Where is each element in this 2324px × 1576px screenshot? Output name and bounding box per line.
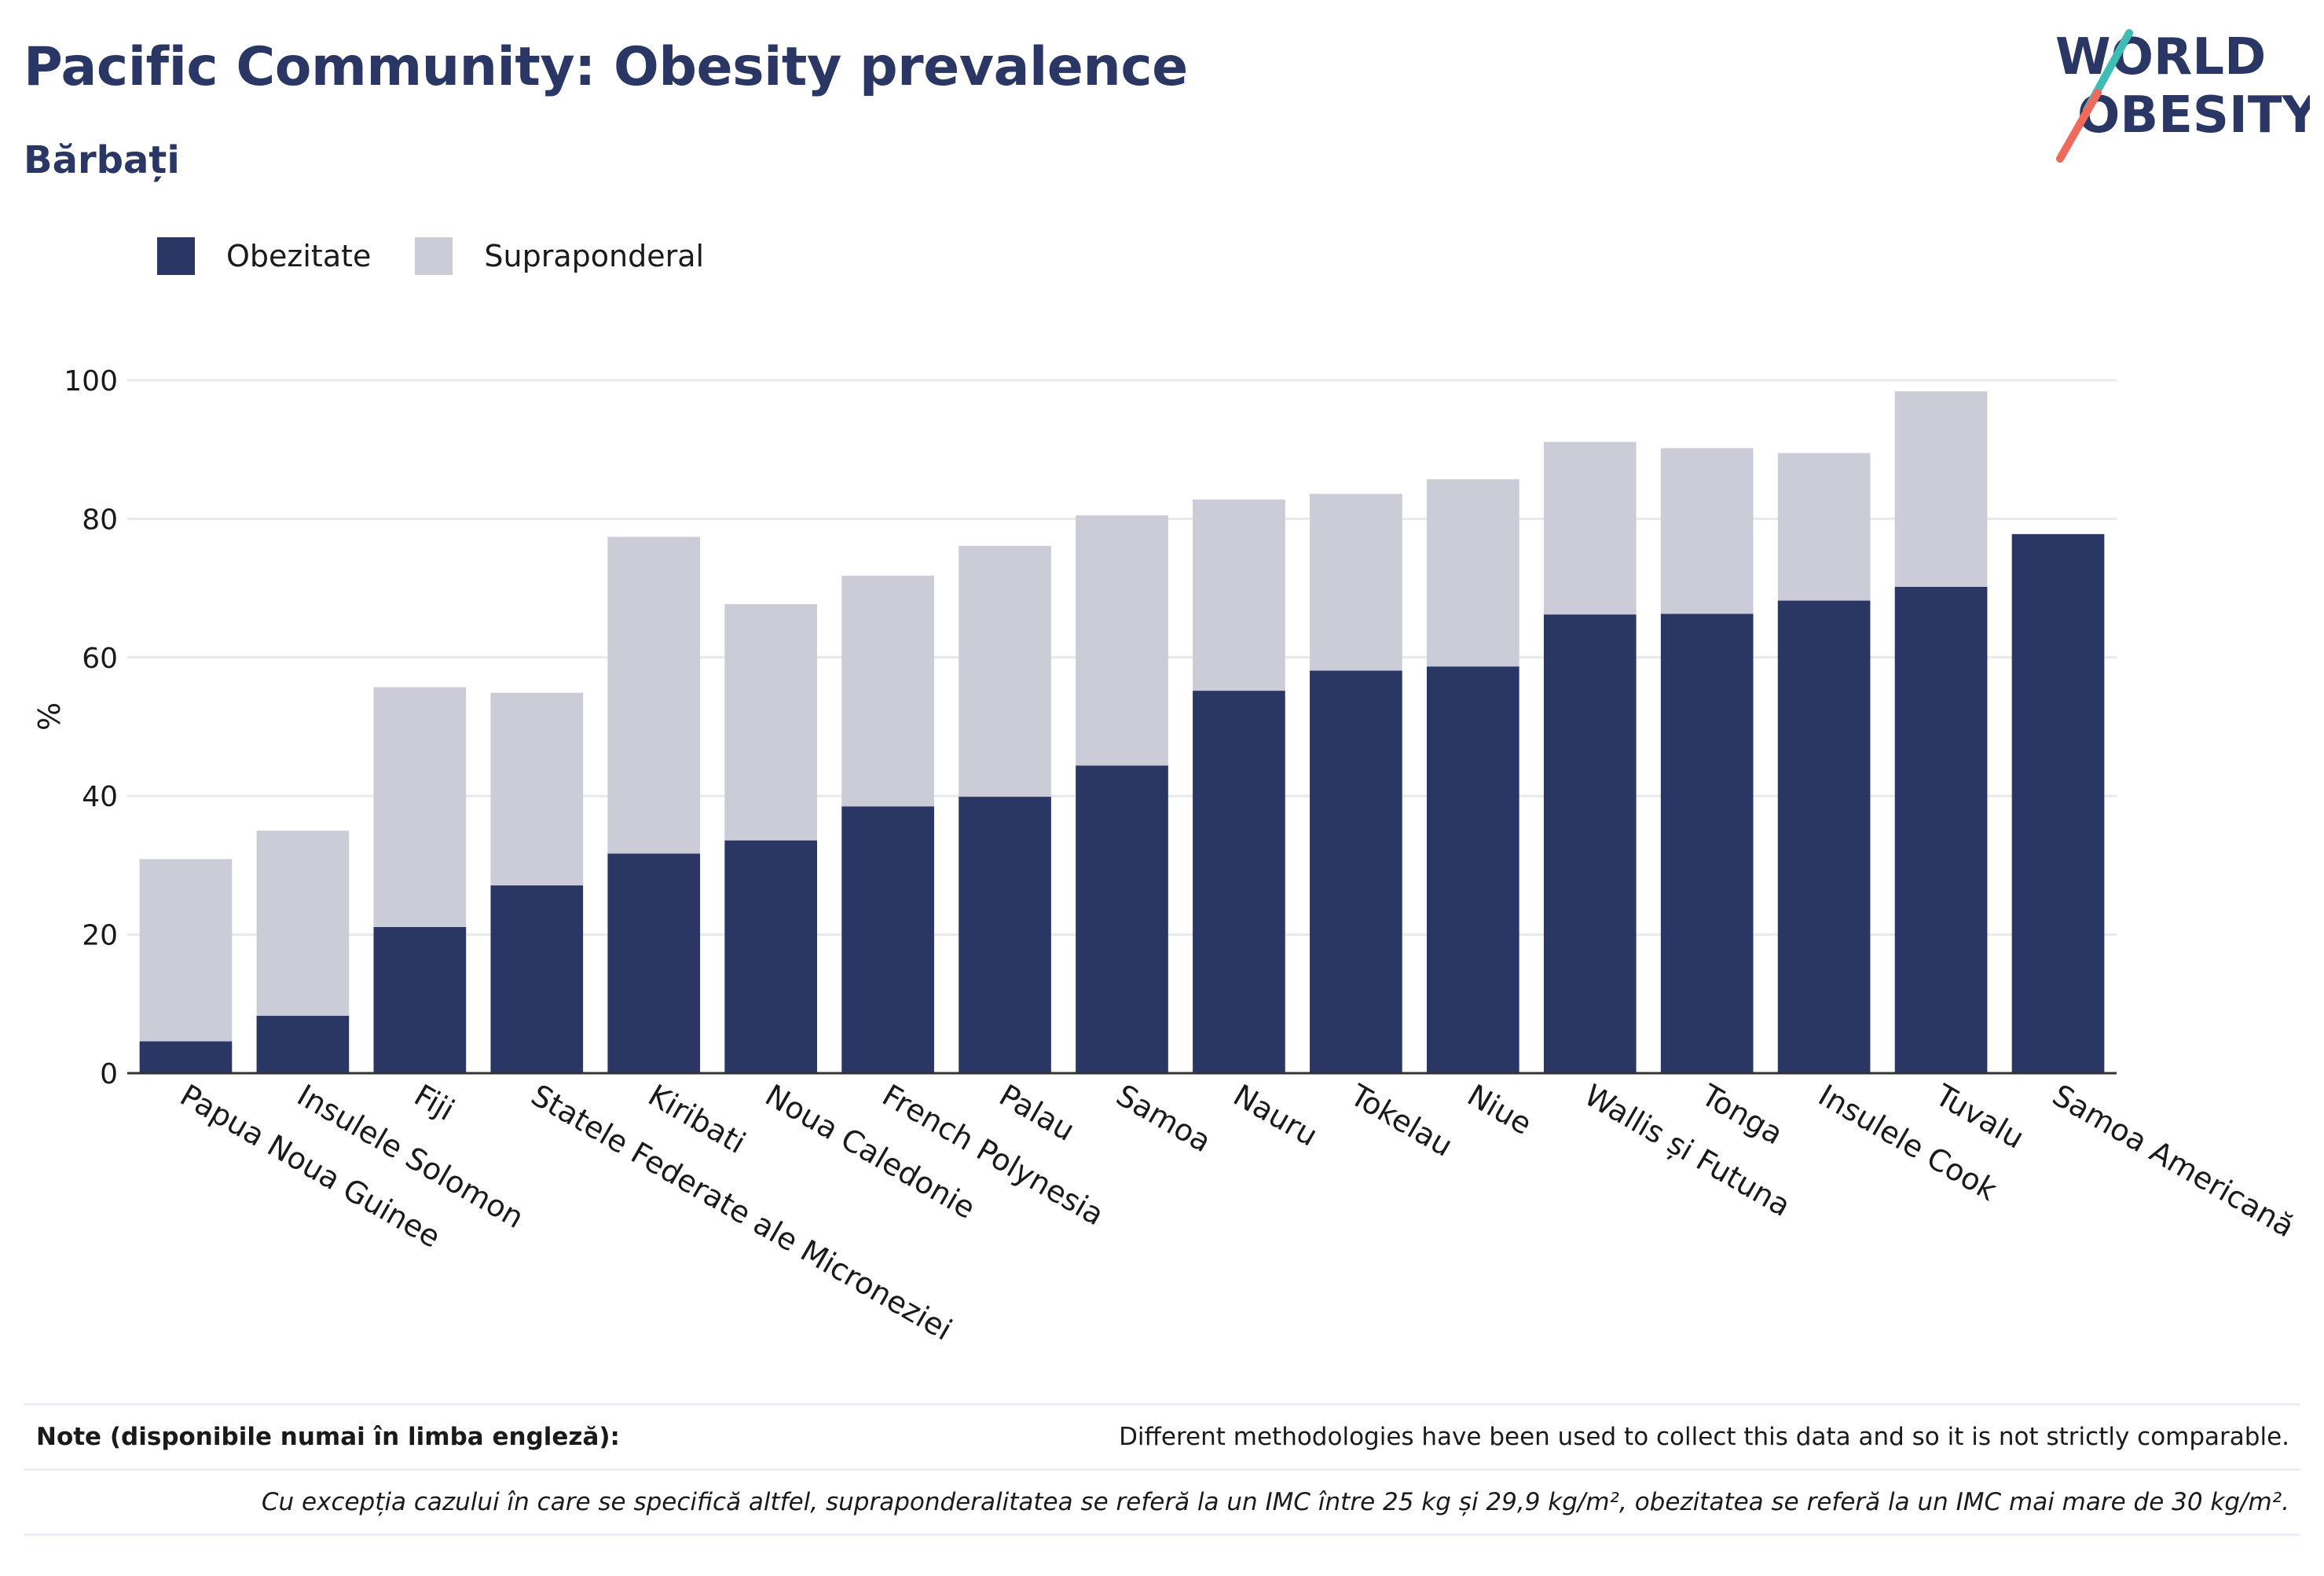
bars xyxy=(139,391,2105,1073)
legend-label-obezitate: Obezitate xyxy=(226,239,372,273)
x-tick-label: Niue xyxy=(1461,1078,1538,1142)
bar-obezitate xyxy=(1193,691,1285,1073)
bar-obezitate xyxy=(256,1015,350,1073)
legend-item-obezitate: Obezitate xyxy=(157,237,371,275)
x-tick-label: Nauru xyxy=(1227,1078,1323,1153)
y-axis-label: % xyxy=(32,702,67,731)
bar-obezitate xyxy=(607,853,701,1073)
x-tick-label: Samoa xyxy=(1111,1078,1217,1160)
bar-supraponderal xyxy=(841,575,934,807)
x-tick-label: Tokelau xyxy=(1344,1077,1459,1164)
y-tick-label: 80 xyxy=(82,504,118,536)
svg-text:OBESITY: OBESITY xyxy=(2077,86,2310,145)
note-label: Note (disponibile numai în limba engleză… xyxy=(36,1423,620,1451)
page-subtitle: Bărbați xyxy=(24,138,180,182)
chart-legend: Obezitate Supraponderal xyxy=(157,237,748,275)
bar-obezitate xyxy=(841,806,934,1073)
bar-obezitate xyxy=(490,885,584,1073)
bar-supraponderal xyxy=(1543,442,1637,615)
bar-supraponderal xyxy=(490,692,584,885)
x-tick-label: Fiji xyxy=(409,1078,460,1127)
bar-obezitate xyxy=(724,840,818,1073)
x-tick-label: Noua Caledonie xyxy=(760,1078,981,1226)
y-tick-label: 40 xyxy=(82,781,118,813)
bar-supraponderal xyxy=(1660,448,1754,614)
bar-obezitate xyxy=(1660,614,1754,1073)
legend-swatch-obezitate xyxy=(157,237,195,275)
y-tick-label: 100 xyxy=(64,365,118,398)
page-title: Pacific Community: Obesity prevalence xyxy=(24,36,1188,98)
notes-section: Note (disponibile numai în limba engleză… xyxy=(24,1403,2300,1536)
bar-supraponderal xyxy=(139,859,233,1042)
x-tick-label: Statele Federate ale Microneziei xyxy=(526,1078,958,1347)
svg-text:WORLD: WORLD xyxy=(2055,28,2266,86)
definition-row: Cu excepția cazului în care se specifică… xyxy=(24,1468,2300,1536)
bar-obezitate xyxy=(1894,586,1988,1073)
bar-obezitate xyxy=(373,926,467,1073)
legend-item-supraponderal: Supraponderal xyxy=(415,237,704,275)
bar-supraponderal xyxy=(959,545,1051,797)
x-tick-label: Wallis și Futuna xyxy=(1578,1078,1796,1223)
legend-swatch-supraponderal xyxy=(415,237,453,275)
note-text: Different methodologies have been used t… xyxy=(1119,1423,2289,1451)
bar-supraponderal xyxy=(1310,493,1402,671)
y-axis: 0 20 40 60 80 100 xyxy=(64,365,118,1090)
bar-supraponderal xyxy=(1193,499,1285,691)
bar-obezitate xyxy=(1543,614,1637,1073)
legend-label-supraponderal: Supraponderal xyxy=(484,239,705,273)
bar-obezitate xyxy=(1076,765,1168,1073)
x-tick-label: Samoa Americană xyxy=(2047,1078,2300,1244)
y-tick-label: 20 xyxy=(82,920,118,952)
bar-supraponderal xyxy=(1426,479,1519,667)
definition-text: Cu excepția cazului în care se specifică… xyxy=(261,1488,2289,1516)
x-tick-label: Palau xyxy=(994,1078,1081,1148)
bar-obezitate xyxy=(139,1041,233,1073)
bar-obezitate xyxy=(1426,666,1519,1073)
bar-supraponderal xyxy=(256,830,350,1016)
bar-supraponderal xyxy=(1777,453,1871,601)
bar-obezitate xyxy=(1310,670,1402,1073)
bar-supraponderal xyxy=(1894,391,1988,587)
y-tick-label: 60 xyxy=(82,643,118,675)
note-row: Note (disponibile numai în limba engleză… xyxy=(24,1403,2300,1468)
bar-supraponderal xyxy=(724,603,818,841)
bar-supraponderal xyxy=(373,687,467,927)
world-obesity-logo: WORLD OBESITY xyxy=(2055,28,2310,163)
bar-obezitate xyxy=(1777,600,1871,1073)
x-tick-label: Tonga xyxy=(1695,1077,1788,1151)
bar-obezitate xyxy=(959,797,1051,1073)
bar-supraponderal xyxy=(607,537,701,854)
y-tick-label: 0 xyxy=(100,1058,118,1090)
bar-obezitate xyxy=(2011,533,2105,1073)
bar-supraponderal xyxy=(1076,515,1168,766)
